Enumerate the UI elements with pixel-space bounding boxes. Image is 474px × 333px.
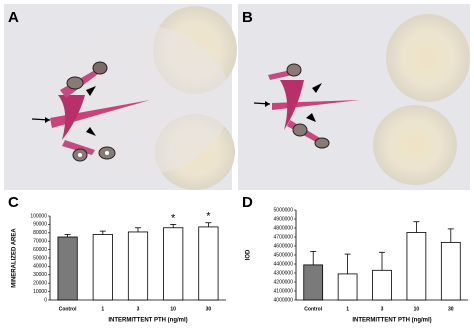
significance-mark: * bbox=[171, 212, 176, 224]
y-tick-label: 90000 bbox=[33, 222, 47, 228]
y-tick-label: 4000000 bbox=[274, 297, 294, 303]
y-tick-label: 0 bbox=[44, 297, 47, 303]
y-tick-label: 50000 bbox=[33, 255, 47, 261]
photo-b: B bbox=[238, 4, 470, 190]
y-tick-label: 4100000 bbox=[274, 288, 294, 294]
x-tick-label: 10 bbox=[170, 306, 176, 312]
panel-label: D bbox=[242, 194, 253, 211]
bar bbox=[92, 234, 113, 301]
bar bbox=[163, 227, 184, 301]
x-tick-label: 30 bbox=[448, 306, 454, 312]
y-tick-label: 30000 bbox=[33, 272, 47, 278]
bar bbox=[57, 236, 78, 301]
y-tick-label: 4200000 bbox=[274, 279, 294, 285]
y-tick-label: 4900000 bbox=[274, 216, 294, 222]
bar bbox=[372, 269, 392, 301]
x-tick-label: Control bbox=[304, 306, 322, 312]
x-tick-label: Control bbox=[59, 306, 77, 312]
y-tick-label: 80000 bbox=[33, 230, 47, 236]
x-axis-label: INTERMITTENT PTH (ng/ml) bbox=[352, 318, 431, 324]
y-tick-label: 4700000 bbox=[274, 234, 294, 240]
x-tick-label: 10 bbox=[414, 306, 420, 312]
photo-a: A bbox=[4, 4, 237, 190]
y-tick-label: 40000 bbox=[33, 264, 47, 270]
bar bbox=[337, 273, 358, 301]
x-tick-label: 1 bbox=[101, 306, 104, 312]
x-tick-label: 30 bbox=[206, 306, 212, 312]
y-tick-label: 100000 bbox=[30, 213, 47, 219]
significance-mark: * bbox=[206, 211, 211, 223]
y-tick-label: 4600000 bbox=[274, 243, 294, 249]
y-tick-label: 4400000 bbox=[274, 261, 294, 267]
y-tick-label: 70000 bbox=[33, 239, 47, 245]
y-tick-label: 10000 bbox=[33, 289, 47, 295]
panel-label: A bbox=[8, 9, 19, 26]
x-axis-label: INTERMITTENT PTH (ng/ml) bbox=[108, 318, 187, 324]
panel-label: B bbox=[242, 9, 253, 26]
bar bbox=[406, 232, 427, 301]
bar bbox=[303, 264, 324, 301]
y-tick-label: 4500000 bbox=[274, 252, 294, 258]
y-tick-label: 5000000 bbox=[274, 207, 294, 213]
y-tick-label: 60000 bbox=[33, 247, 47, 253]
x-tick-label: 1 bbox=[346, 306, 349, 312]
x-tick-label: 3 bbox=[381, 306, 384, 312]
y-tick-label: 4800000 bbox=[274, 225, 294, 231]
bar bbox=[440, 241, 461, 301]
y-axis-label: IOD bbox=[246, 249, 252, 260]
bar bbox=[127, 231, 149, 301]
y-tick-label: 20000 bbox=[33, 281, 47, 287]
panel-label: C bbox=[8, 194, 19, 211]
bar bbox=[198, 226, 219, 301]
y-axis-label: MINERALIZED AREA bbox=[12, 228, 18, 288]
x-tick-label: 3 bbox=[137, 306, 140, 312]
y-tick-label: 4300000 bbox=[274, 270, 294, 276]
